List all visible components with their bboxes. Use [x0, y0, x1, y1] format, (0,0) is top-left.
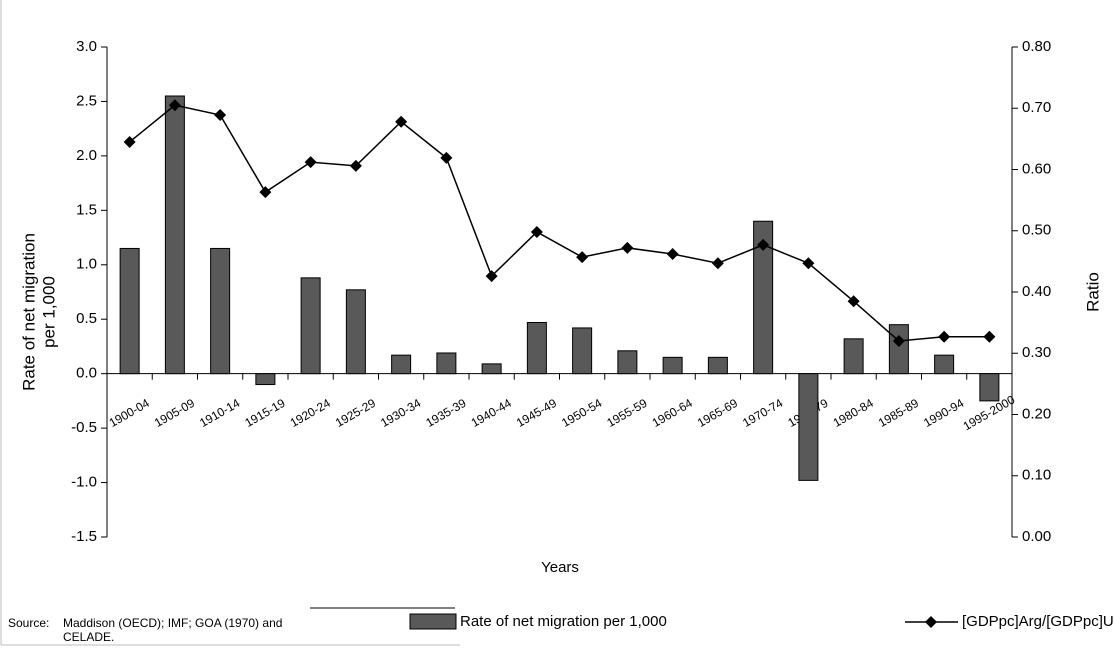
marker [485, 270, 498, 283]
y-tick-label: 2.0 [76, 147, 97, 164]
bar [164, 95, 185, 375]
marker [711, 257, 724, 270]
line [129, 104, 990, 342]
x-tick-label: 1900-04 [107, 396, 152, 430]
y2-tick-label: 0.80 [1022, 38, 1051, 55]
bar [979, 373, 1000, 402]
marker [938, 330, 951, 343]
x-tick-label: 1925-29 [333, 396, 378, 430]
y-tick-label: -1.5 [71, 528, 97, 545]
bar [119, 247, 140, 375]
y-tick-label: 0.0 [76, 365, 97, 382]
bar [345, 289, 366, 375]
y-tick-label: 3.0 [76, 38, 97, 55]
y-axis-title: Rate of net migration [19, 233, 38, 391]
y2-tick-label: 0.40 [1022, 283, 1051, 300]
x-tick-label: 1945-49 [514, 396, 559, 430]
legend-label: Rate of net migration per 1,000 [460, 613, 667, 630]
y2-tick-label: 0.70 [1022, 99, 1051, 116]
marker [530, 225, 543, 238]
x-tick-label: 1910-14 [197, 396, 242, 430]
bar [707, 356, 728, 375]
marker [349, 159, 362, 172]
marker [259, 186, 272, 199]
y2-tick-label: 0.10 [1022, 467, 1051, 484]
marker [621, 241, 634, 254]
marker [123, 135, 136, 148]
bar [617, 350, 638, 375]
source-label: Source: [8, 616, 49, 630]
x-tick-label: 1930-34 [378, 396, 423, 430]
y-tick-label: 0.5 [76, 310, 97, 327]
y-tick-label: -1.0 [71, 474, 97, 491]
bar [526, 321, 547, 375]
x-tick-label: 1920-24 [288, 396, 333, 430]
bar [300, 277, 321, 375]
y-tick-label: 1.0 [76, 256, 97, 273]
x-tick-label: 1980-84 [831, 396, 876, 430]
marker [304, 156, 317, 169]
x-tick-label: 1950-54 [559, 396, 604, 430]
y-tick-label: -0.5 [71, 419, 97, 436]
marker [847, 295, 860, 308]
x-tick-label: 1965-69 [695, 396, 740, 430]
y2-tick-label: 0.60 [1022, 160, 1051, 177]
x-tick-label: 1915-19 [242, 396, 287, 430]
y2-tick-label: 0.20 [1022, 405, 1051, 422]
y-tick-label: 1.5 [76, 201, 97, 218]
y2-tick-label: 0.50 [1022, 222, 1051, 239]
legend-label: [GDPpc]Arg/[GDPpc]USA [962, 613, 1114, 630]
marker [983, 330, 996, 343]
source-text: CELADE. [63, 630, 114, 644]
bar [798, 373, 819, 481]
bar [843, 338, 864, 375]
marker [440, 151, 453, 164]
y-tick-label: 2.5 [76, 92, 97, 109]
y2-tick-label: 0.00 [1022, 528, 1051, 545]
legend-swatch [925, 616, 937, 628]
bar [572, 327, 593, 375]
y2-tick-label: 0.30 [1022, 344, 1051, 361]
marker [802, 257, 815, 270]
x-tick-label: 1960-64 [650, 396, 695, 430]
bar [888, 324, 909, 375]
bar [255, 373, 276, 386]
x-tick-label: 1985-89 [876, 396, 921, 430]
x-tick-label: 1905-09 [152, 396, 197, 430]
bar [934, 354, 955, 375]
legend-swatch [409, 613, 457, 630]
bar [391, 354, 412, 375]
y-axis-title: per 1,000 [39, 276, 58, 348]
bar [662, 356, 683, 375]
x-tick-label: 1970-74 [740, 396, 785, 430]
marker [214, 108, 227, 121]
x-tick-label: 1955-59 [604, 396, 649, 430]
y2-axis-title: Ratio [1083, 272, 1102, 312]
marker [395, 115, 408, 128]
x-tick-label: 1940-44 [469, 396, 514, 430]
bar [481, 363, 502, 375]
x-tick-label: 1935-39 [423, 396, 468, 430]
source-text: Maddison (OECD); IMF; GOA (1970) and [63, 616, 282, 630]
marker [892, 335, 905, 347]
x-tick-label: 1990-94 [921, 396, 966, 430]
bar [753, 220, 774, 375]
marker [757, 238, 770, 251]
bar [210, 247, 231, 375]
marker [168, 99, 181, 112]
marker [666, 248, 679, 261]
marker [576, 251, 589, 264]
bar [436, 352, 457, 375]
x-axis-title: Years [541, 559, 579, 576]
